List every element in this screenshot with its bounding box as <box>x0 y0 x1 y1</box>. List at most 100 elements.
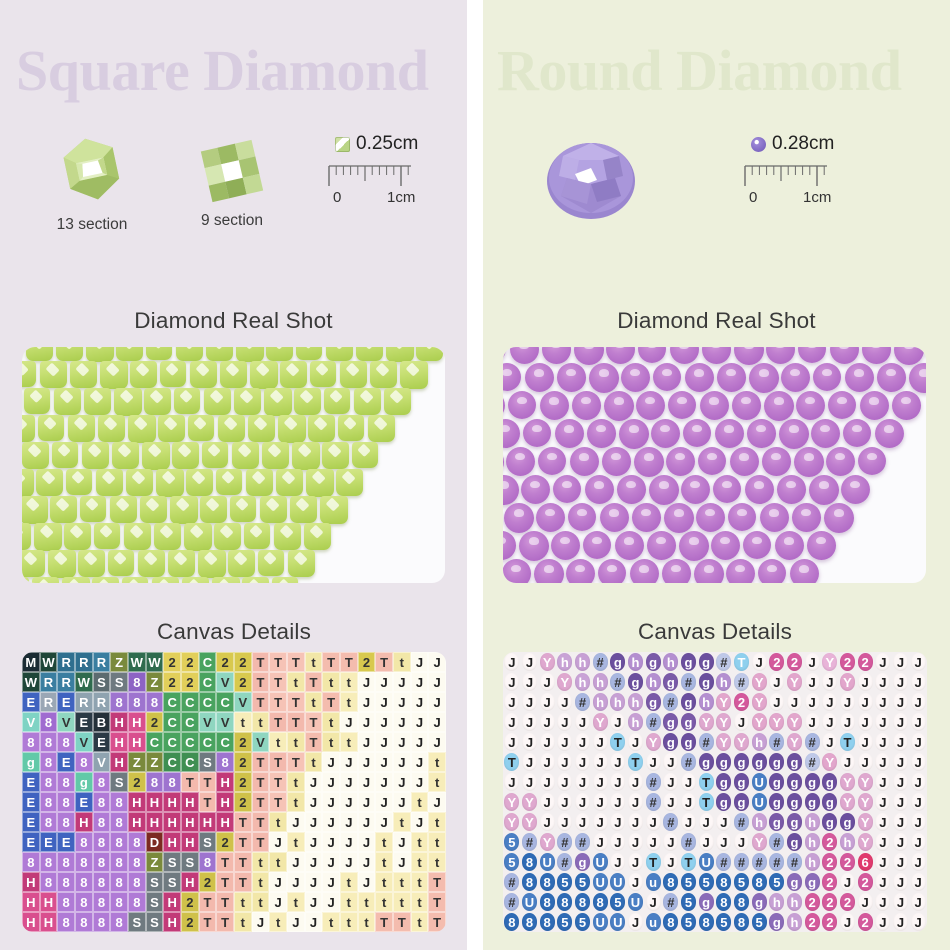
drill <box>232 442 260 470</box>
canvas-cell: 8 <box>145 692 164 712</box>
canvas-cell: 8 <box>92 832 111 852</box>
drill <box>506 447 535 476</box>
canvas-cell: E <box>74 792 93 812</box>
canvas-cell: 8 <box>573 892 592 912</box>
canvas-cell: J <box>891 892 910 912</box>
canvas-cell: 5 <box>767 872 786 892</box>
canvas-cell: 8 <box>39 732 58 752</box>
canvas-cell: C <box>198 652 217 672</box>
drill <box>22 361 37 388</box>
canvas-cell: H <box>74 812 93 832</box>
canvas-cell: 2 <box>803 892 821 912</box>
canvas-cell: 8 <box>39 792 58 812</box>
canvas-cell: J <box>732 832 751 852</box>
canvas-cell: h <box>626 692 645 712</box>
canvas-cell: t <box>286 832 305 852</box>
drill <box>615 531 645 561</box>
drill <box>82 442 110 470</box>
drill <box>220 361 247 388</box>
drill <box>264 388 292 416</box>
drill <box>114 388 142 416</box>
canvas-cell: Y <box>750 832 768 852</box>
drill <box>174 388 201 415</box>
canvas-cell: J <box>909 692 927 712</box>
canvas-cell: Y <box>714 732 733 752</box>
canvas-cell: T <box>198 792 217 812</box>
canvas-cell: T <box>644 852 662 872</box>
drill <box>525 363 555 393</box>
canvas-cell: J <box>251 912 270 932</box>
canvas-cell: T <box>286 712 305 732</box>
canvas-cell: g <box>714 772 733 792</box>
canvas-cell: T <box>269 712 287 732</box>
canvas-cell: # <box>732 812 751 832</box>
canvas-cell: J <box>608 812 627 832</box>
canvas-cell: # <box>767 832 786 852</box>
canvas-cell: h <box>626 712 645 732</box>
canvas-cell: J <box>891 772 910 792</box>
canvas-cell: R <box>92 692 111 712</box>
canvas-cell: J <box>873 652 892 672</box>
canvas-cell: J <box>891 872 910 892</box>
canvas-cell: E <box>22 692 40 712</box>
canvas-cell: J <box>555 712 574 732</box>
canvas-cell: g <box>732 772 751 792</box>
canvas-cell: 8 <box>74 832 93 852</box>
canvas-cell: J <box>392 712 411 732</box>
canvas-cell: t <box>428 812 446 832</box>
canvas-cell: J <box>375 692 393 712</box>
drill <box>96 469 124 497</box>
canvas-cell: J <box>767 692 786 712</box>
canvas-cell: 8 <box>22 732 40 752</box>
canvas-cell: T <box>503 752 521 772</box>
drill <box>683 419 712 448</box>
canvas-cell: J <box>339 832 358 852</box>
canvas-cell: g <box>750 892 768 912</box>
canvas-cell: J <box>644 812 662 832</box>
canvas-cell: J <box>573 732 592 752</box>
canvas-cell: J <box>873 832 892 852</box>
canvas-cell: h <box>591 692 609 712</box>
canvas-cell: J <box>392 852 411 872</box>
canvas-cell: Y <box>538 652 556 672</box>
canvas-cell: J <box>785 692 804 712</box>
canvas-cell: R <box>92 652 111 672</box>
canvas-cell: R <box>74 652 93 672</box>
canvas-cell: H <box>216 772 234 792</box>
drill <box>182 577 209 583</box>
ruler-scale-icon <box>328 165 411 186</box>
drill <box>244 523 271 550</box>
canvas-cell: 8 <box>697 912 715 932</box>
canvas-cell: T <box>304 712 323 732</box>
canvas-cell: J <box>820 712 839 732</box>
drill <box>749 363 779 393</box>
canvas-cell: # <box>732 852 751 872</box>
canvas-cell: E <box>22 832 40 852</box>
drill <box>322 442 349 469</box>
round-diamond-panel: Round Diamond <box>483 0 950 950</box>
drill <box>22 469 34 497</box>
canvas-cell: Y <box>856 812 874 832</box>
canvas-cell: J <box>873 732 892 752</box>
canvas-cell: J <box>322 812 340 832</box>
canvas-cell: 8 <box>538 912 556 932</box>
canvas-cell: T <box>251 812 270 832</box>
canvas-cell: J <box>856 712 874 732</box>
canvas-cell: h <box>803 812 821 832</box>
canvas-cell: J <box>856 892 874 912</box>
canvas-cell: g <box>697 672 715 692</box>
square-drill-chip-icon <box>335 136 350 152</box>
canvas-cell: 8 <box>198 852 217 872</box>
canvas-cell: J <box>538 792 556 812</box>
canvas-cell: g <box>750 752 768 772</box>
canvas-cell: 2 <box>732 692 751 712</box>
canvas-cell: J <box>375 792 393 812</box>
canvas-cell: 8 <box>39 852 58 872</box>
drill <box>828 391 857 420</box>
canvas-cell: V <box>57 712 75 732</box>
drill <box>602 447 631 476</box>
drill <box>110 496 138 524</box>
canvas-cell: J <box>873 872 892 892</box>
drill <box>250 361 278 389</box>
drill <box>48 550 76 578</box>
